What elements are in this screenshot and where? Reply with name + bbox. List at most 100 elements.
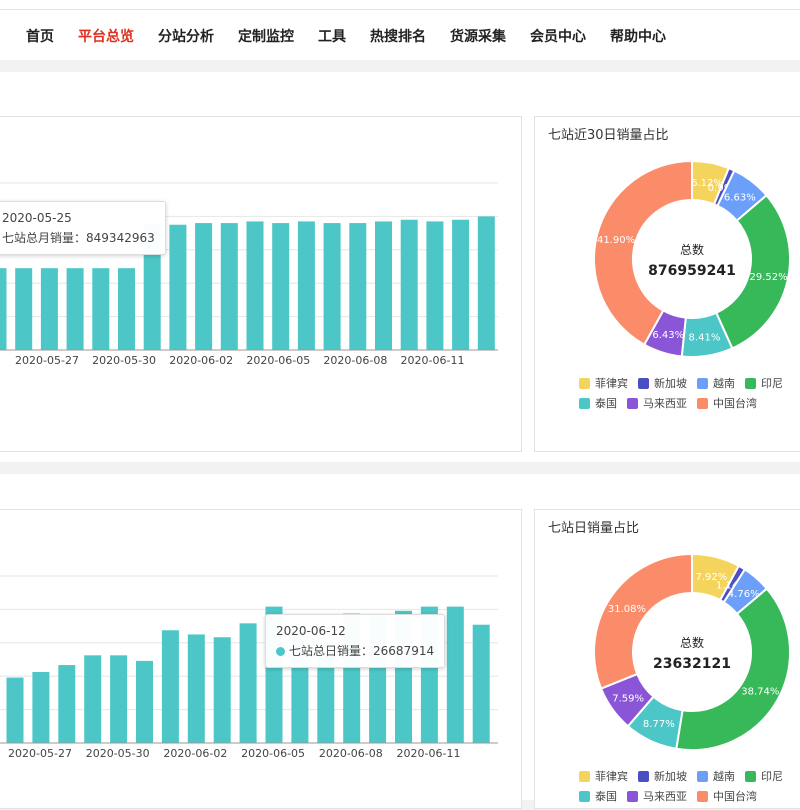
legend-item[interactable]: 中国台湾: [697, 393, 757, 413]
bar[interactable]: [110, 655, 128, 743]
legend-item[interactable]: 菲律宾: [579, 766, 628, 786]
bar[interactable]: [452, 219, 470, 350]
bar[interactable]: [477, 216, 495, 350]
pie-slice[interactable]: [593, 159, 693, 346]
legend-label: 印尼: [761, 377, 783, 390]
legend-swatch: [638, 377, 649, 389]
legend-swatch: [697, 790, 708, 802]
legend-item[interactable]: 马来西亚: [627, 393, 687, 413]
bar[interactable]: [472, 624, 490, 743]
pie-title: 七站日销量占比: [548, 521, 640, 536]
pie-slice[interactable]: [714, 193, 791, 350]
bar[interactable]: [161, 630, 179, 743]
bar[interactable]: [169, 224, 187, 350]
x-tick-label: 2020-06-08: [319, 747, 383, 760]
nav-item-8[interactable]: 帮助中心: [610, 29, 666, 45]
bar[interactable]: [136, 660, 153, 743]
daily-bar-svg: 2020-05-27 2020-05-30 2020-06-02 2020-06-05…: [0, 575, 498, 760]
nav-item-5[interactable]: 热搜排名: [370, 29, 426, 45]
legend-item[interactable]: 菲律宾: [579, 373, 628, 393]
bar[interactable]: [272, 223, 290, 350]
nav-item-7[interactable]: 会员中心: [530, 29, 586, 45]
x-tick-label: 2020-06-08: [323, 354, 387, 367]
legend-swatch: [745, 770, 756, 782]
x-tick-label: 2020-06-11: [397, 747, 461, 760]
legend-label: 泰国: [595, 790, 617, 803]
bar[interactable]: [187, 634, 205, 743]
bar[interactable]: [375, 221, 392, 350]
pie-slice-label: 6.43%: [652, 330, 684, 341]
pie-slice[interactable]: [675, 587, 791, 751]
pie-center-label: 总数 23632121: [632, 634, 752, 672]
bar[interactable]: [400, 219, 418, 350]
legend-item[interactable]: 中国台湾: [697, 786, 757, 806]
bar[interactable]: [323, 223, 341, 350]
bar[interactable]: [426, 221, 444, 350]
legend-item[interactable]: 越南: [697, 373, 735, 393]
x-tick-label: 2020-05-30: [92, 354, 156, 367]
bar[interactable]: [66, 268, 84, 350]
bar[interactable]: [92, 268, 110, 350]
pie-slice-label: 7.59%: [612, 694, 644, 705]
legend-item[interactable]: 印尼: [745, 766, 783, 786]
pie-slice-label: 1.14%: [716, 580, 748, 591]
pie-slice-label: 6.12%: [691, 178, 723, 189]
bar[interactable]: [239, 623, 257, 743]
bar[interactable]: [40, 268, 58, 350]
monthly-bar-svg: 2020-05-27 2020-05-30 2020-06-02 2020-06-05…: [0, 182, 498, 367]
legend-item[interactable]: 新加坡: [638, 373, 687, 393]
bar[interactable]: [32, 672, 50, 743]
bar[interactable]: [6, 677, 24, 743]
nav-item-3[interactable]: 定制监控: [238, 29, 294, 45]
bar[interactable]: [84, 655, 102, 743]
nav-item-0[interactable]: 首页: [26, 29, 54, 45]
legend-label: 马来西亚: [643, 790, 687, 803]
x-tick-label: 2020-05-27: [8, 747, 72, 760]
pie-slice-label: 38.74%: [741, 687, 779, 698]
pie-slice-label: 29.52%: [750, 272, 788, 283]
legend-swatch: [697, 770, 708, 782]
legend-item[interactable]: 新加坡: [638, 766, 687, 786]
legend-item[interactable]: 越南: [697, 766, 735, 786]
bar[interactable]: [58, 665, 76, 743]
bar[interactable]: [349, 223, 367, 350]
legend-swatch: [579, 790, 590, 802]
nav-item-4[interactable]: 工具: [318, 29, 346, 45]
nav-item-1[interactable]: 平台总览: [78, 29, 134, 45]
pie-slice[interactable]: [593, 552, 693, 690]
daily-chart-tooltip: 2020-06-12 七站总日销量：26687914: [265, 614, 446, 668]
pie-slice-label: 41.90%: [597, 235, 635, 246]
legend-label: 越南: [713, 770, 735, 783]
legend-item[interactable]: 印尼: [745, 373, 783, 393]
nav-menu: 首页 平台总览 分站分析 定制监控 工具 热搜排名 货源采集 会员中心 帮助中心: [14, 26, 678, 46]
legend-label: 菲律宾: [595, 377, 628, 390]
legend-label: 新加坡: [654, 770, 687, 783]
bar[interactable]: [246, 221, 264, 350]
bar[interactable]: [118, 268, 135, 350]
bar[interactable]: [0, 268, 7, 350]
legend-item[interactable]: 马来西亚: [627, 786, 687, 806]
pie-center-label: 总数 876959241: [632, 241, 752, 279]
bar[interactable]: [297, 221, 315, 350]
nav-item-6[interactable]: 货源采集: [450, 29, 506, 45]
legend-item[interactable]: 泰国: [579, 786, 617, 806]
tooltip-value: 849342963: [86, 231, 155, 245]
bar[interactable]: [195, 223, 213, 350]
bar[interactable]: [317, 645, 335, 743]
legend-label: 菲律宾: [595, 770, 628, 783]
bar[interactable]: [220, 223, 238, 350]
pie-center-title: 总数: [679, 636, 704, 650]
legend-label: 中国台湾: [713, 397, 757, 410]
nav-divider: [0, 9, 800, 10]
legend-swatch: [638, 770, 649, 782]
tooltip-value: 26687914: [373, 644, 435, 658]
bar[interactable]: [143, 224, 161, 350]
bar[interactable]: [15, 268, 33, 350]
nav-item-2[interactable]: 分站分析: [158, 29, 214, 45]
legend-swatch: [745, 377, 756, 389]
legend-item[interactable]: 泰国: [579, 393, 617, 413]
bar[interactable]: [446, 606, 464, 743]
bar[interactable]: [213, 637, 231, 743]
pie-slice-label: 0.99%: [708, 183, 740, 194]
tooltip-series-label: 七站总月销量: [2, 231, 75, 245]
